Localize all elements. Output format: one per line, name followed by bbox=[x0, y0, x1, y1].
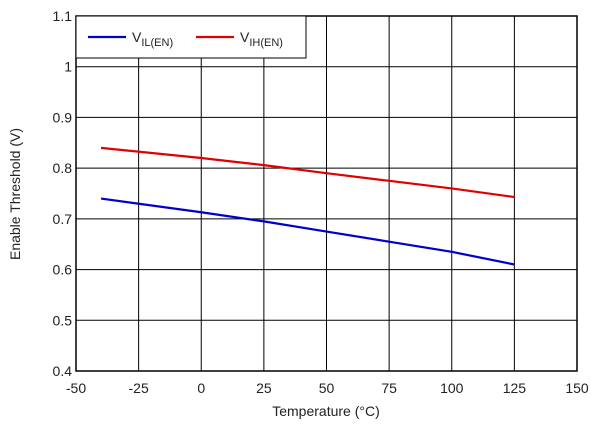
y-tick-label: 0.5 bbox=[53, 312, 73, 328]
y-tick-label: 0.7 bbox=[53, 211, 73, 227]
x-axis-label: Temperature (°C) bbox=[272, 403, 380, 419]
x-tick-label: -25 bbox=[129, 380, 149, 396]
legend-subscript: IL(EN) bbox=[141, 37, 173, 49]
x-tick-label: 50 bbox=[319, 380, 335, 396]
x-tick-label: 0 bbox=[197, 380, 205, 396]
x-tick-label: 100 bbox=[440, 380, 464, 396]
y-axis-label: Enable Threshold (V) bbox=[7, 128, 23, 260]
y-tick-label: 0.4 bbox=[53, 363, 73, 379]
x-tick-label: 150 bbox=[565, 380, 589, 396]
series-line bbox=[100, 146, 515, 199]
legend-name: V bbox=[240, 29, 250, 45]
y-tick-label: 0.8 bbox=[53, 160, 73, 176]
legend-name: V bbox=[132, 29, 142, 45]
y-tick-label: 1 bbox=[64, 59, 72, 75]
y-tick-label: 1.1 bbox=[53, 8, 73, 24]
x-tick-label: 25 bbox=[256, 380, 272, 396]
x-tick-label: 75 bbox=[381, 380, 397, 396]
y-tick-label: 0.9 bbox=[53, 109, 73, 125]
legend-label: VIL(EN) bbox=[132, 29, 173, 49]
series-line bbox=[100, 197, 515, 266]
plot-border bbox=[75, 15, 578, 372]
x-tick-label: -50 bbox=[66, 380, 86, 396]
x-tick-label: 125 bbox=[503, 380, 527, 396]
legend-subscript: IH(EN) bbox=[249, 37, 283, 49]
legend-label: VIH(EN) bbox=[240, 29, 283, 49]
y-tick-label: 0.6 bbox=[53, 262, 73, 278]
